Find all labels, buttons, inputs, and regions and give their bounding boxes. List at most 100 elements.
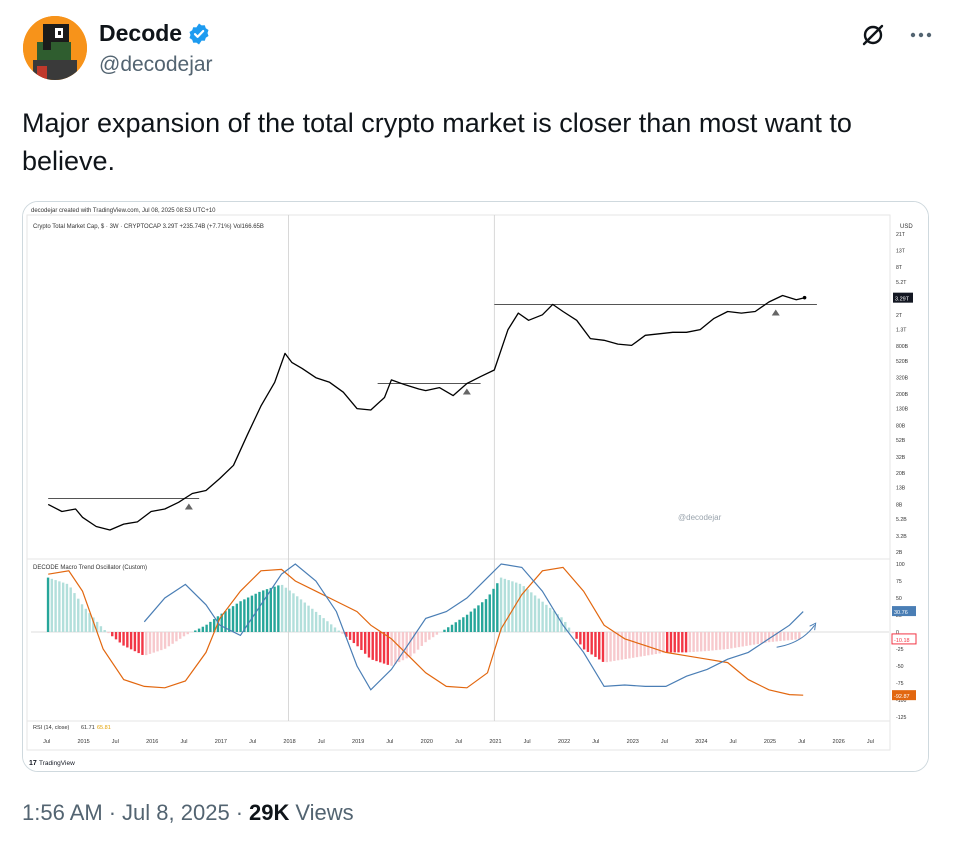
verified-badge-icon: [189, 23, 209, 44]
oscillator-orange-line: [48, 566, 804, 696]
histogram-bar: [390, 632, 393, 666]
histogram-bar: [363, 632, 367, 654]
histogram-bar: [367, 632, 371, 658]
histogram-bar: [118, 632, 121, 643]
histogram-bar: [371, 632, 374, 660]
tweet-time[interactable]: 1:56 AM: [22, 800, 103, 825]
histogram-bar: [111, 632, 114, 637]
price-axis-label: 2B: [896, 550, 903, 556]
views-count[interactable]: 29K: [249, 800, 290, 825]
histogram-bar: [798, 632, 801, 640]
histogram-bar: [616, 632, 620, 661]
histogram-bar: [224, 611, 227, 632]
x-axis-tick-label: 2018: [283, 739, 295, 745]
tweet-media-chart[interactable]: decodejar created with TradingView.com, …: [22, 201, 929, 772]
tweet-actions-top: [860, 22, 934, 48]
histogram-bar: [794, 632, 797, 640]
histogram-bar: [141, 632, 144, 655]
histogram-bar: [665, 632, 669, 653]
histogram-bar: [273, 586, 276, 632]
histogram-bar: [692, 632, 695, 652]
histogram-bar: [654, 632, 658, 655]
histogram-bar: [579, 632, 582, 645]
oscillator-red-tag: [891, 633, 917, 645]
histogram-bar: [69, 587, 72, 632]
oscillator-axis-label: -100: [896, 698, 906, 704]
author-handle[interactable]: @decodejar: [99, 53, 213, 76]
x-axis-tick-label: 2017: [215, 739, 227, 745]
histogram-bar: [303, 602, 306, 632]
chart-plot: 21T 13T 8T 5.2T 3.29T 2T 1.3T 800B 520B 320B 200B 1…: [27, 215, 917, 750]
grok-icon[interactable]: [860, 22, 886, 48]
histogram-bar: [741, 632, 744, 647]
histogram-bar: [786, 632, 790, 641]
histogram-bar: [783, 632, 786, 641]
histogram-bar: [647, 632, 650, 656]
histogram-bar: [662, 632, 665, 653]
histogram-bar: [284, 587, 288, 632]
histogram-bar: [454, 622, 457, 632]
histogram-bar: [533, 595, 537, 632]
x-axis-tick-label: Jul: [798, 739, 805, 745]
histogram-bar: [58, 581, 61, 632]
last-price-label: 3.29T: [895, 297, 910, 303]
histogram-bar: [684, 632, 688, 653]
histogram-bar: [288, 590, 291, 632]
histogram-bar: [231, 606, 235, 632]
x-axis-tick-label: Jul: [386, 739, 393, 745]
histogram-bar: [114, 632, 118, 640]
histogram-bar: [752, 632, 756, 645]
histogram-bar: [65, 583, 69, 632]
histogram-bar: [571, 632, 575, 634]
x-axis-tick-label: Jul: [524, 739, 531, 745]
histogram-bar: [537, 598, 541, 632]
price-axis-label: 200B: [896, 392, 909, 398]
histogram-bar: [156, 632, 159, 652]
histogram-bar: [145, 632, 148, 656]
histogram-bar: [465, 614, 469, 632]
histogram-bar: [699, 632, 703, 652]
histogram-bar: [133, 632, 137, 652]
tweet-date[interactable]: Jul 8, 2025: [122, 800, 230, 825]
histogram-bar: [677, 632, 680, 653]
histogram-bar: [258, 591, 261, 632]
price-axis-label: 52B: [896, 438, 906, 444]
breakout-marker: [771, 309, 780, 316]
histogram-bar: [394, 632, 397, 664]
histogram-bar: [586, 632, 590, 652]
views-label[interactable]: Views: [295, 800, 354, 825]
histogram-bar: [186, 632, 189, 635]
more-icon[interactable]: [908, 22, 934, 48]
histogram-bar: [205, 624, 208, 632]
x-axis-tick-label: 2025: [764, 739, 776, 745]
oscillator-axis-label: -125: [896, 715, 906, 721]
avatar[interactable]: [23, 16, 87, 80]
histogram-bar: [416, 632, 420, 650]
histogram-bar: [269, 587, 272, 632]
histogram-bar: [632, 632, 635, 658]
oscillator-orange-tag-text: -92.87: [894, 694, 910, 700]
histogram-bar: [733, 632, 737, 648]
histogram-bar: [790, 632, 793, 640]
histogram-bar: [499, 577, 503, 632]
histogram-bar: [228, 608, 231, 632]
tradingview-logo-text: TradingView: [39, 760, 75, 767]
histogram-bar: [469, 611, 473, 632]
meta-separator: ·: [235, 800, 244, 825]
histogram-bar: [178, 632, 182, 639]
histogram-bar: [220, 613, 223, 632]
histogram-bar: [386, 632, 390, 665]
x-axis-tick-label: Jul: [43, 739, 50, 745]
histogram-bar: [73, 593, 76, 632]
histogram-bar: [318, 615, 322, 632]
price-axis-label: 80B: [896, 423, 906, 429]
histogram-bar: [122, 632, 125, 646]
x-axis-tick-label: 2021: [489, 739, 501, 745]
histogram-bar: [552, 611, 556, 632]
histogram-bar: [307, 605, 310, 632]
price-last-point: [802, 295, 807, 300]
author-name[interactable]: Decode: [99, 20, 183, 46]
histogram-bar: [148, 632, 152, 654]
histogram-bar: [673, 632, 676, 653]
histogram-bar: [522, 586, 525, 632]
